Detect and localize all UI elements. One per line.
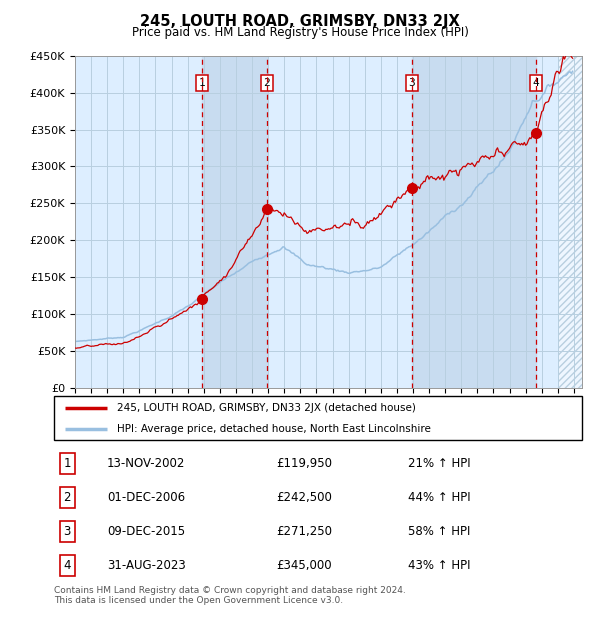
Text: £242,500: £242,500 xyxy=(276,491,332,504)
Text: 21% ↑ HPI: 21% ↑ HPI xyxy=(408,457,470,470)
Text: 58% ↑ HPI: 58% ↑ HPI xyxy=(408,525,470,538)
Text: 3: 3 xyxy=(409,78,415,88)
Bar xyxy=(558,56,590,388)
Text: HPI: Average price, detached house, North East Lincolnshire: HPI: Average price, detached house, Nort… xyxy=(118,424,431,434)
Text: 4: 4 xyxy=(533,78,539,88)
Text: 09-DEC-2015: 09-DEC-2015 xyxy=(107,525,185,538)
Text: 245, LOUTH ROAD, GRIMSBY, DN33 2JX (detached house): 245, LOUTH ROAD, GRIMSBY, DN33 2JX (deta… xyxy=(118,403,416,413)
Text: 13-NOV-2002: 13-NOV-2002 xyxy=(107,457,185,470)
Text: £271,250: £271,250 xyxy=(276,525,332,538)
Text: 2: 2 xyxy=(64,491,71,504)
Text: 2: 2 xyxy=(263,78,270,88)
FancyBboxPatch shape xyxy=(54,396,582,440)
Text: 44% ↑ HPI: 44% ↑ HPI xyxy=(408,491,470,504)
Text: 1: 1 xyxy=(198,78,205,88)
Text: 245, LOUTH ROAD, GRIMSBY, DN33 2JX: 245, LOUTH ROAD, GRIMSBY, DN33 2JX xyxy=(140,14,460,29)
Text: 4: 4 xyxy=(64,559,71,572)
Text: 01-DEC-2006: 01-DEC-2006 xyxy=(107,491,185,504)
Text: Price paid vs. HM Land Registry's House Price Index (HPI): Price paid vs. HM Land Registry's House … xyxy=(131,26,469,39)
Text: £119,950: £119,950 xyxy=(276,457,332,470)
Bar xyxy=(558,56,590,388)
Text: 31-AUG-2023: 31-AUG-2023 xyxy=(107,559,185,572)
Bar xyxy=(412,56,536,388)
Text: 1: 1 xyxy=(64,457,71,470)
Text: Contains HM Land Registry data © Crown copyright and database right 2024.
This d: Contains HM Land Registry data © Crown c… xyxy=(54,586,406,605)
Text: 43% ↑ HPI: 43% ↑ HPI xyxy=(408,559,470,572)
Bar xyxy=(202,56,267,388)
Text: 3: 3 xyxy=(64,525,71,538)
Text: £345,000: £345,000 xyxy=(276,559,331,572)
